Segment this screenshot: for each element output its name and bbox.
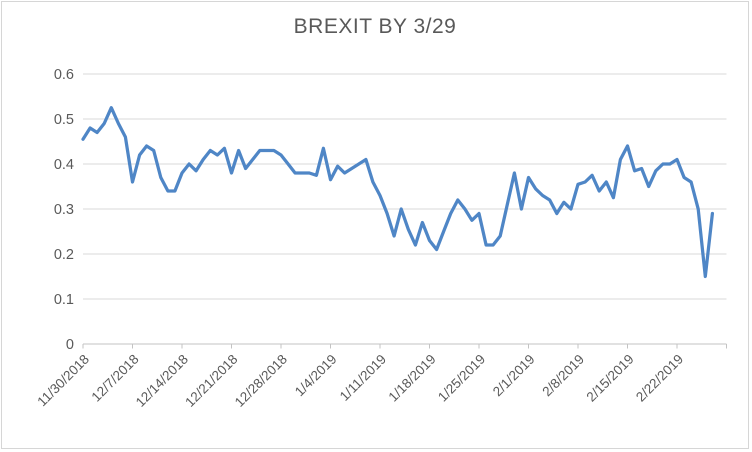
y-axis-label: 0.6	[54, 67, 74, 83]
brexit-probability-line	[81, 106, 715, 279]
y-axis-label: 0.2	[54, 247, 74, 263]
x-axis-label: 2/15/2019	[584, 352, 637, 405]
x-axis-label: 1/18/2019	[386, 352, 439, 405]
y-axis-label: 0.5	[54, 112, 74, 128]
x-axis-label: 1/25/2019	[435, 352, 488, 405]
x-axis-label: 12/21/2018	[182, 352, 240, 410]
x-axis-label: 2/8/2019	[539, 352, 587, 400]
chart-title: BREXIT BY 3/29	[293, 15, 457, 38]
x-axis-label: 12/14/2018	[133, 352, 191, 410]
x-axis-label: 12/7/2018	[89, 352, 142, 405]
x-axis-label: 11/30/2018	[34, 352, 92, 410]
x-axis-label: 2/1/2019	[490, 352, 538, 400]
x-axis-label: 12/28/2018	[232, 352, 290, 410]
y-axis-label: 0	[66, 337, 74, 353]
y-axis-label: 0.1	[54, 292, 74, 308]
y-axis-label: 0.3	[54, 202, 74, 218]
x-axis-label: 1/11/2019	[337, 352, 389, 404]
x-axis-label: 2/22/2019	[633, 352, 686, 405]
x-axis-label: 1/4/2019	[292, 352, 340, 400]
y-axis-label: 0.4	[54, 157, 74, 173]
